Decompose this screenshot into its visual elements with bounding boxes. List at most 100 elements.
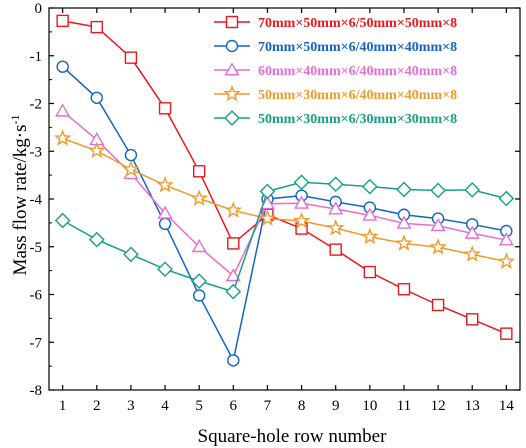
series-4 — [53, 129, 516, 269]
data-point-star — [122, 160, 140, 177]
series-2 — [56, 60, 513, 367]
data-point-triangle — [362, 207, 378, 221]
legend-item: 60mm×40mm×6/40mm×40mm×8 — [214, 62, 457, 79]
y-tick-label: -8 — [30, 383, 43, 399]
data-point-diamond — [396, 181, 412, 198]
data-point-diamond — [293, 174, 310, 191]
x-axis-title: Square-hole row number — [198, 426, 388, 447]
data-point-diamond — [498, 190, 515, 207]
data-point-square — [158, 102, 172, 115]
data-point-circle — [124, 148, 138, 162]
y-axis-title-main: Mass flow rate/kg·s — [10, 125, 31, 276]
data-point-star — [223, 84, 241, 102]
legend-item: 50mm×30mm×6/40mm×40mm×8 — [214, 84, 457, 103]
data-point-diamond — [88, 231, 105, 248]
x-tick-label: 3 — [127, 398, 135, 414]
y-tick-label: -3 — [30, 144, 43, 160]
data-point-star — [53, 129, 72, 146]
data-point-diamond — [361, 178, 378, 195]
data-point-diamond — [327, 176, 344, 193]
data-point-circle — [225, 39, 239, 53]
data-point-star — [258, 209, 277, 226]
y-axis-title: Mass flow rate/kg·s-1 — [8, 115, 31, 276]
data-point-triangle — [55, 103, 71, 117]
series-5 — [54, 174, 515, 300]
data-point-square — [192, 165, 206, 178]
legend-item: 70mm×50mm×6/40mm×40mm×8 — [214, 39, 457, 55]
data-point-square — [329, 243, 342, 256]
data-point-diamond — [225, 283, 242, 300]
data-point-star — [88, 141, 106, 159]
data-point-triangle — [328, 201, 344, 215]
legend: 70mm×50mm×6/50mm×50mm×8 70mm×50mm×6/40mm×… — [214, 15, 457, 127]
data-point-star — [224, 201, 242, 218]
data-point-star — [395, 234, 413, 251]
data-point-diamond — [259, 183, 276, 200]
data-point-diamond — [224, 110, 240, 126]
y-axis-title-group: Mass flow rate/kg·s-1 — [8, 115, 31, 276]
data-point-diamond — [464, 182, 481, 198]
axes: 0-1-2-3-4-5-6-7-81 2 3 4 5 6 7 8 9 10 11 12 13 14 — [30, 1, 521, 414]
data-point-triangle — [191, 239, 207, 253]
data-point-triangle — [259, 196, 275, 210]
data-point-diamond — [191, 273, 208, 289]
data-point-circle — [192, 289, 206, 302]
data-point-triangle — [396, 215, 412, 229]
data-point-diamond — [430, 182, 446, 199]
x-tick-label: 12 — [431, 398, 446, 414]
data-point-circle — [158, 217, 172, 231]
y-tick-label: -1 — [30, 49, 43, 65]
y-tick-label: -5 — [30, 240, 43, 256]
data-point-square — [363, 265, 377, 279]
data-point-square — [431, 298, 445, 312]
x-tick-label: 2 — [93, 398, 101, 414]
y-tick-label: -7 — [30, 335, 43, 351]
data-point-square — [397, 283, 411, 296]
legend-label: 70mm×50mm×6/50mm×50mm×8 — [258, 16, 457, 31]
data-point-diamond — [54, 212, 71, 229]
data-point-star — [361, 227, 379, 245]
data-point-triangle — [464, 225, 480, 239]
x-tick-label: 5 — [195, 398, 203, 414]
legend-label: 50mm×30mm×6/40mm×40mm×8 — [258, 88, 457, 103]
x-tick-label: 1 — [59, 398, 67, 414]
legend-label: 50mm×30mm×6/30mm×30mm×8 — [258, 112, 457, 127]
data-point-star — [463, 245, 481, 262]
series-line — [62, 110, 507, 278]
x-tick-label: 8 — [298, 398, 306, 414]
y-axis-title-superscript: -1 — [8, 115, 22, 125]
legend-label: 60mm×40mm×6/40mm×40mm×8 — [258, 64, 457, 79]
series-layer — [53, 14, 516, 367]
y-tick-label: -4 — [30, 192, 43, 208]
x-tick-label: 4 — [161, 398, 169, 414]
x-tick-label: 6 — [230, 398, 238, 414]
data-point-square — [225, 15, 239, 29]
data-point-triangle — [498, 232, 514, 246]
data-point-star — [292, 211, 311, 229]
data-point-square — [90, 20, 103, 34]
x-tick-label: 7 — [264, 398, 272, 414]
series-line — [62, 181, 507, 293]
data-point-triangle — [157, 205, 173, 219]
x-tick-label: 11 — [397, 398, 411, 414]
data-point-circle — [90, 91, 103, 104]
data-point-star — [497, 252, 516, 269]
legend-item: 50mm×30mm×6/30mm×30mm×8 — [214, 110, 457, 127]
data-point-square — [124, 51, 138, 64]
data-point-square — [227, 237, 240, 250]
data-point-triangle — [224, 62, 240, 76]
data-point-circle — [227, 354, 240, 367]
data-point-star — [429, 238, 447, 255]
data-point-diamond — [157, 261, 173, 278]
data-point-square — [500, 327, 513, 340]
x-tick-label: 10 — [362, 398, 377, 414]
x-tick-label: 9 — [332, 398, 340, 414]
y-tick-label: -2 — [30, 97, 43, 113]
legend-label: 70mm×50mm×6/40mm×40mm×8 — [258, 40, 457, 55]
x-tick-label: 13 — [465, 398, 480, 414]
data-point-circle — [56, 60, 69, 73]
data-point-star — [327, 218, 345, 236]
data-point-star — [190, 189, 208, 206]
data-point-diamond — [123, 246, 139, 263]
